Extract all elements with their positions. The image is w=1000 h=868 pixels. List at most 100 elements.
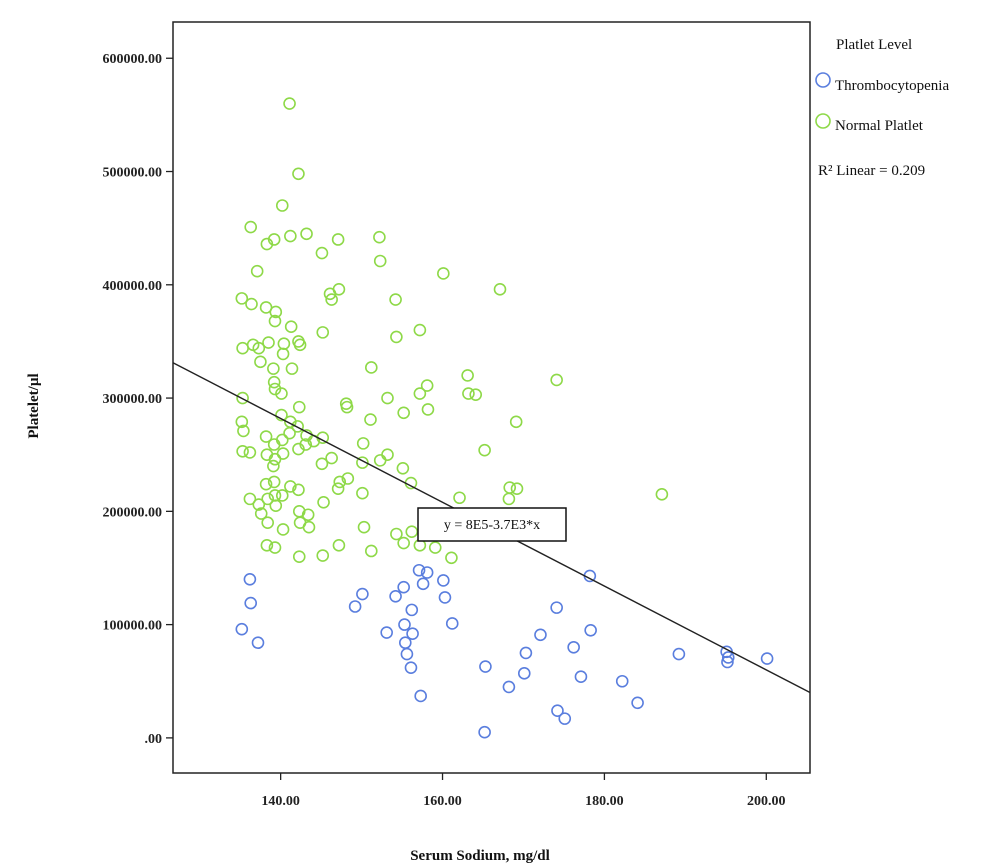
thrombocytopenia-point (438, 591, 452, 604)
normal-platlet-point (331, 233, 345, 246)
normal-platlet-point (397, 406, 410, 420)
normal-platlet-point (381, 448, 394, 462)
thrombocytopenia-point (721, 655, 734, 669)
normal-platlet-point (315, 246, 329, 260)
thrombocytopenia-point (615, 674, 629, 688)
normal-platlet-point (413, 323, 427, 337)
normal-platlet-point (276, 347, 290, 361)
normal-platlet-point (235, 415, 249, 429)
legend-marker-normal-platlet (815, 113, 831, 129)
data-points (235, 97, 774, 739)
normal-platlet-point (275, 199, 289, 212)
normal-platlet-point (301, 508, 315, 522)
x-tick-label: 200.00 (747, 794, 786, 809)
y-tick-label: 200000.00 (103, 505, 163, 520)
y-tick-label: 600000.00 (103, 52, 163, 67)
x-axis: 140.00 160.00 180.00 200.00 (261, 773, 786, 809)
plot-frame (172, 21, 811, 774)
normal-platlet-point (316, 326, 330, 339)
normal-platlet-point (333, 475, 347, 489)
normal-platlet-point (285, 362, 299, 375)
normal-platlet-point (316, 549, 330, 562)
normal-platlet-point (453, 491, 466, 505)
thrombocytopenia-point (672, 647, 686, 661)
normal-platlet-point (259, 477, 273, 491)
thrombocytopenia-point (244, 596, 258, 610)
thrombocytopenia-point (412, 563, 426, 577)
normal-platlet-point (268, 541, 282, 554)
thrombocytopenia-point (406, 627, 419, 640)
normal-platlet-point (357, 520, 371, 534)
normal-platlet-point (510, 482, 524, 495)
normal-platlet-point (276, 447, 290, 460)
thrombocytopenia-point (534, 628, 547, 642)
normal-platlet-point (404, 476, 418, 490)
thrombocytopenia-point (760, 652, 774, 665)
normal-platlet-point (299, 438, 313, 451)
normal-platlet-point (550, 373, 563, 387)
normal-platlet-point (469, 388, 483, 401)
normal-platlet-point (254, 507, 268, 520)
x-axis-title: Serum Sodium, mg/dl (410, 848, 550, 864)
normal-platlet-point (509, 415, 523, 429)
legend: Platlet Level Thrombocytopenia Normal Pl… (815, 37, 949, 179)
thrombocytopenia-point (502, 680, 516, 694)
normal-platlet-point (259, 430, 273, 443)
normal-platlet-point (461, 369, 474, 382)
normal-platlet-point (292, 550, 306, 563)
normal-platlet-point (260, 539, 274, 552)
normal-platlet-point (356, 437, 370, 450)
normal-platlet-point (462, 387, 475, 400)
legend-marker-thrombocytopenia (815, 72, 831, 88)
normal-platlet-point (315, 457, 329, 471)
normal-platlet-point (389, 293, 402, 306)
normal-platlet-point (364, 413, 377, 426)
normal-platlet-point (244, 220, 258, 234)
normal-platlet-point (373, 254, 387, 268)
normal-platlet-point (291, 420, 304, 433)
normal-platlet-point (267, 375, 281, 389)
normal-platlet-point (236, 341, 249, 355)
thrombocytopenia-point (558, 712, 572, 725)
normal-platlet-point (502, 492, 516, 506)
y-axis-title: Platelet/µl (26, 373, 42, 438)
thrombocytopenia-point (235, 622, 249, 636)
normal-platlet-point (373, 454, 387, 467)
normal-platlet-point (397, 536, 410, 550)
normal-platlet-point (283, 97, 296, 110)
y-tick-label: 300000.00 (103, 392, 163, 407)
normal-platlet-point (267, 233, 281, 246)
legend-label-thrombocytopenia: Thrombocytopenia (835, 78, 949, 94)
normal-platlet-point (292, 483, 305, 497)
x-tick-label: 160.00 (423, 794, 462, 809)
normal-platlet-point (437, 267, 450, 280)
normal-platlet-point (331, 482, 345, 495)
normal-platlet-point (325, 451, 338, 465)
normal-platlet-point (325, 293, 338, 306)
thrombocytopenia-point (437, 574, 450, 587)
normal-platlet-point (261, 516, 275, 529)
normal-platlet-point (365, 361, 378, 374)
thrombocytopenia-point (584, 623, 597, 637)
normal-platlet-point (269, 499, 283, 512)
y-tick-label: 500000.00 (103, 166, 163, 181)
thrombocytopenia-point (348, 600, 362, 613)
normal-platlet-point (390, 527, 403, 541)
thrombocytopenia-point (404, 661, 418, 674)
normal-platlet-point (493, 283, 507, 296)
thrombocytopenia-point (400, 647, 414, 661)
thrombocytopenia-point (416, 577, 430, 591)
normal-platlet-point (261, 492, 275, 506)
thrombocytopenia-point (251, 636, 265, 650)
legend-r-squared: R² Linear = 0.209 (818, 163, 925, 179)
thrombocytopenia-point (243, 573, 257, 586)
normal-platlet-point (235, 292, 249, 305)
normal-platlet-point (317, 495, 330, 509)
normal-platlet-point (292, 167, 305, 181)
normal-platlet-point (332, 283, 346, 296)
thrombocytopenia-point (420, 566, 434, 579)
normal-platlet-point (413, 387, 427, 400)
x-tick-label: 180.00 (585, 794, 624, 809)
normal-platlet-point (340, 400, 354, 414)
